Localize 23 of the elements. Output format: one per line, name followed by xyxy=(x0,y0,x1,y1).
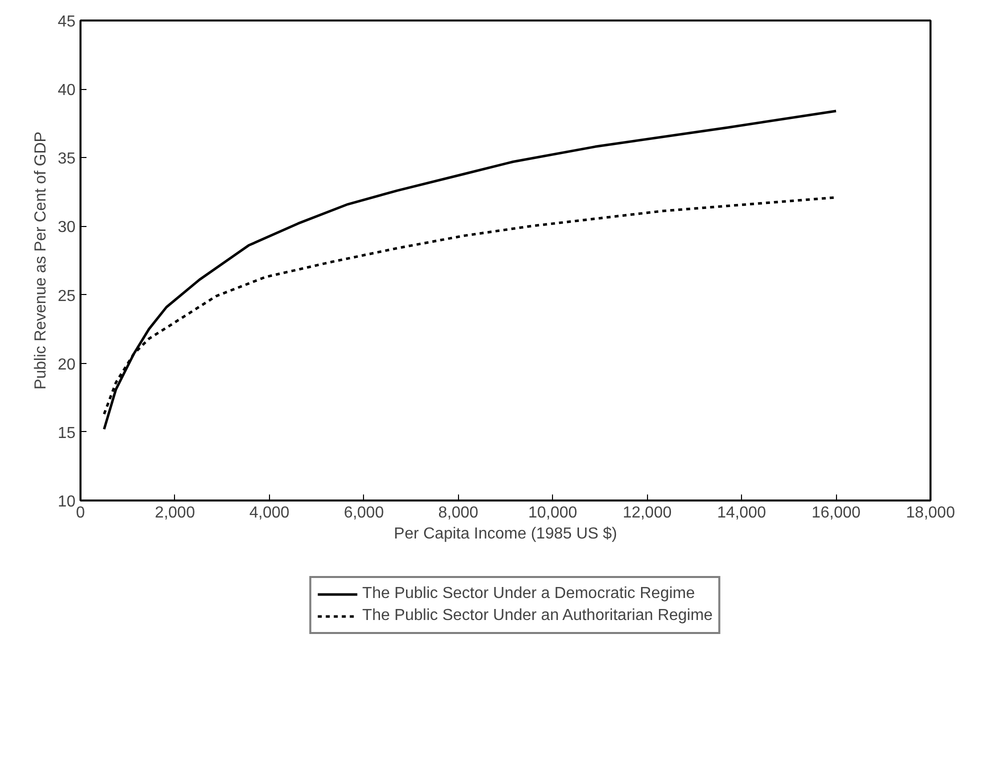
x-tick-label: 8,000 xyxy=(438,504,478,522)
y-tick-label: 20 xyxy=(58,356,76,374)
y-axis-title: Public Revenue as Per Cent of GDP xyxy=(32,132,50,390)
x-tick-label: 16,000 xyxy=(812,504,861,522)
y-tick-label: 45 xyxy=(58,14,76,30)
x-tick-label: 6,000 xyxy=(344,504,384,522)
x-axis-title: Per Capita Income (1985 US $) xyxy=(394,526,618,542)
x-tick-label: 4,000 xyxy=(249,504,290,522)
x-tick-label: 18,000 xyxy=(906,504,956,522)
x-tick-label: 0 xyxy=(76,504,86,522)
y-tick-label: 25 xyxy=(58,288,76,305)
y-tick-label: 35 xyxy=(58,150,76,168)
y-tick-label: 40 xyxy=(58,82,76,100)
x-tick-label: 12,000 xyxy=(622,504,672,522)
legend-label: The Public Sector Under a Democratic Regime xyxy=(362,585,695,603)
x-tick-label: 14,000 xyxy=(717,504,766,522)
x-tick-label: 2,000 xyxy=(154,504,196,522)
x-tick-label: 10,000 xyxy=(528,504,578,522)
y-tick-label: 15 xyxy=(58,424,76,442)
y-tick-label: 10 xyxy=(58,494,76,510)
legend-label: The Public Sector Under an Authoritarian Regime xyxy=(362,607,713,625)
y-tick-label: 30 xyxy=(58,219,76,236)
line-series xyxy=(102,110,838,430)
